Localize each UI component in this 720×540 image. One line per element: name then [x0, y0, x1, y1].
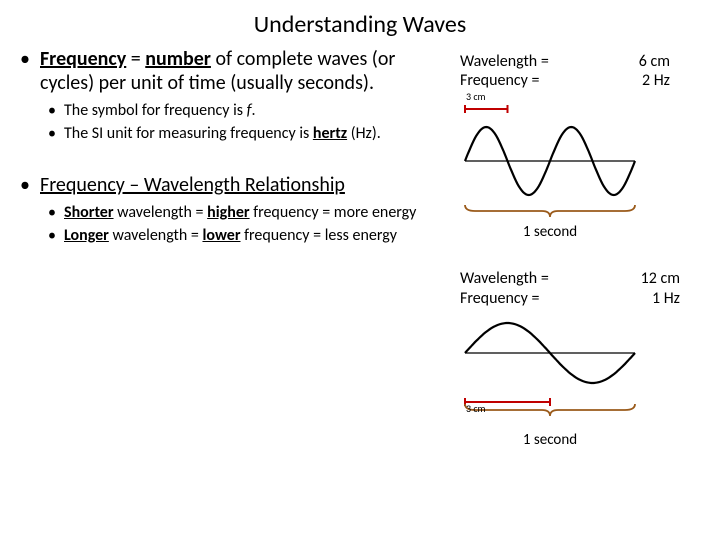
- text-eq: =: [126, 47, 145, 71]
- wavelength-label: Wavelength =: [460, 52, 549, 71]
- text-post: (Hz).: [347, 124, 381, 143]
- bullet-sub-unit: • The SI unit for measuring frequency is…: [48, 124, 450, 144]
- time-label-1: 1 second: [460, 223, 640, 241]
- bullet-sub-longer: • Longer wavelength = lower frequency = …: [48, 226, 450, 246]
- text-pre: The symbol for frequency is: [64, 101, 247, 120]
- bullet-frequency-def: • Frequency = number of complete waves (…: [20, 47, 450, 95]
- text-lower: lower: [202, 226, 240, 245]
- bullet-text: Shorter wavelength = higher frequency = …: [64, 203, 416, 223]
- text-end: frequency = more energy: [250, 203, 417, 222]
- bullet-mark: •: [20, 173, 40, 197]
- bullet-mark: •: [48, 226, 64, 246]
- text-hertz: hertz: [313, 124, 347, 143]
- diagram-2: Wavelength = Frequency = 12 cm 1 Hz 3 cm…: [460, 269, 720, 448]
- bullet-mark: •: [48, 101, 64, 121]
- wave-diagram-1: [460, 103, 640, 221]
- text-post: .: [252, 101, 256, 120]
- text-number: number: [145, 47, 211, 71]
- content-area: • Frequency = number of complete waves (…: [0, 47, 720, 449]
- left-column: • Frequency = number of complete waves (…: [0, 47, 460, 449]
- wavelength-value: 6 cm: [639, 52, 670, 71]
- bullet-relationship: • Frequency – Wavelength Relationship: [20, 173, 450, 197]
- text-longer: Longer: [64, 226, 109, 245]
- bullet-text: Frequency = number of complete waves (or…: [40, 47, 450, 95]
- wavelength-value: 12 cm: [641, 269, 680, 288]
- bullet-mark: •: [48, 124, 64, 144]
- spacer: [20, 147, 450, 173]
- frequency-value: 2 Hz: [639, 71, 670, 90]
- text-mid: wavelength =: [114, 203, 208, 222]
- marker-label-2: 3 cm: [466, 402, 720, 415]
- bullet-mark: •: [48, 203, 64, 223]
- bullet-text: The SI unit for measuring frequency is h…: [64, 124, 381, 144]
- diagram-1: Wavelength = Frequency = 6 cm 2 Hz 3 cm …: [460, 52, 720, 241]
- wave-diagram-2: [460, 308, 640, 416]
- bullet-text: The symbol for frequency is f.: [64, 101, 256, 121]
- right-column: Wavelength = Frequency = 6 cm 2 Hz 3 cm …: [460, 47, 720, 449]
- bullet-sub-shorter: • Shorter wavelength = higher frequency …: [48, 203, 450, 223]
- marker-label-1: 3 cm: [466, 90, 720, 103]
- text-frequency: Frequency: [40, 47, 126, 71]
- diagram-1-labels: Wavelength = Frequency = 6 cm 2 Hz: [460, 52, 670, 90]
- bullet-text: Frequency – Wavelength Relationship: [40, 173, 345, 197]
- time-label-2: 1 second: [460, 431, 640, 449]
- diagram-2-labels: Wavelength = Frequency = 12 cm 1 Hz: [460, 269, 680, 307]
- bullet-sub-symbol: • The symbol for frequency is f.: [48, 101, 450, 121]
- wavelength-label: Wavelength =: [460, 269, 549, 288]
- frequency-label: Frequency =: [460, 289, 539, 308]
- spacer: [460, 241, 720, 269]
- text-higher: higher: [207, 203, 249, 222]
- page-title: Understanding Waves: [0, 0, 720, 47]
- text-end: frequency = less energy: [241, 226, 397, 245]
- bullet-text: Longer wavelength = lower frequency = le…: [64, 226, 397, 246]
- text-pre: The SI unit for measuring frequency is: [64, 124, 313, 143]
- text-mid: wavelength =: [109, 226, 203, 245]
- frequency-label: Frequency =: [460, 71, 539, 90]
- bullet-mark: •: [20, 47, 40, 95]
- text-shorter: Shorter: [64, 203, 114, 222]
- frequency-value: 1 Hz: [641, 289, 680, 308]
